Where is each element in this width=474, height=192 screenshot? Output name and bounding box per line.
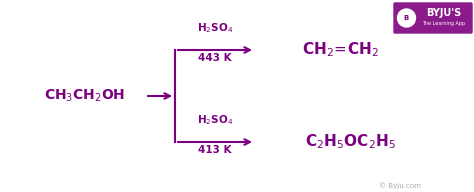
Circle shape [398, 9, 416, 27]
Text: CH$_3$CH$_2$OH: CH$_3$CH$_2$OH [45, 88, 126, 104]
Text: H$_2$SO$_4$: H$_2$SO$_4$ [197, 113, 233, 127]
Text: 443 K: 443 K [198, 53, 232, 63]
FancyBboxPatch shape [394, 3, 472, 33]
Text: BYJU'S: BYJU'S [427, 8, 462, 18]
Text: The Learning App: The Learning App [422, 22, 465, 26]
Text: CH$_2\!=\!$CH$_2$: CH$_2\!=\!$CH$_2$ [301, 41, 378, 59]
Text: © Byju.com: © Byju.com [379, 183, 421, 189]
Text: 413 K: 413 K [198, 145, 232, 155]
Text: B: B [404, 15, 409, 21]
Text: C$_2$H$_5$OC$_2$H$_5$: C$_2$H$_5$OC$_2$H$_5$ [304, 133, 395, 151]
Text: H$_2$SO$_4$: H$_2$SO$_4$ [197, 21, 233, 35]
